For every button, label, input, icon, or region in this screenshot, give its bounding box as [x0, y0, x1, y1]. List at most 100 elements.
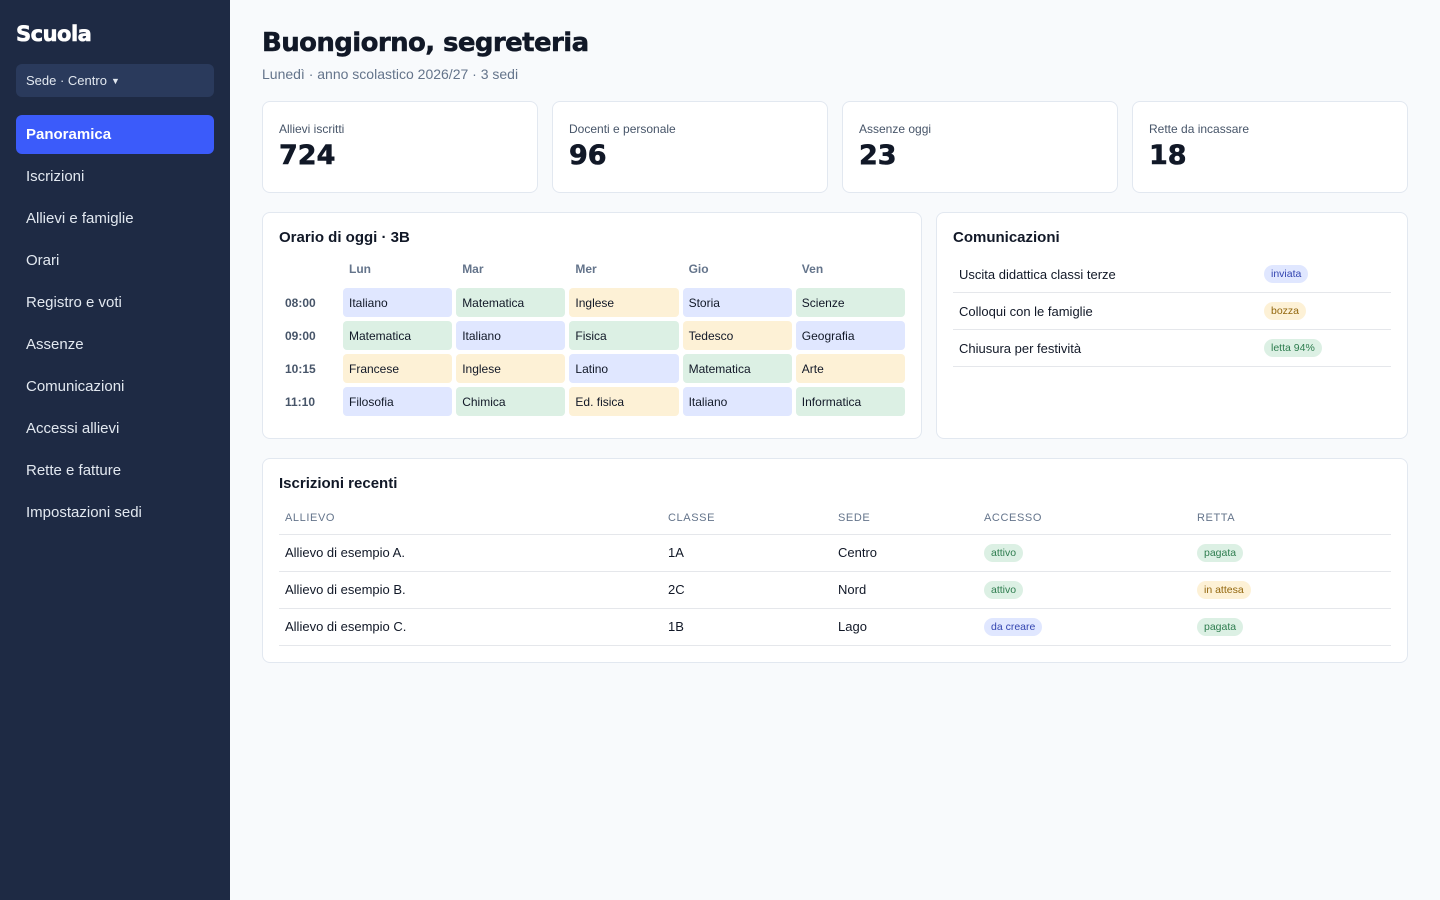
site-select-label: Sede · Centro: [26, 73, 107, 88]
sidebar-item-registro-voti[interactable]: Registro e voti: [16, 283, 214, 322]
schedule-time: 08:00: [285, 295, 316, 310]
stat-card: Allievi iscritti 724: [262, 101, 538, 193]
access-cell: attivo: [978, 534, 1191, 572]
sidebar-item-impostazioni-sedi[interactable]: Impostazioni sedi: [16, 493, 214, 532]
stat-value: 23: [859, 140, 897, 172]
page-subtitle: Lunedì · anno scolastico 2026/27 · 3 sed…: [262, 66, 519, 82]
enrollments-card: Iscrizioni recenti ALLIEVO CLASSE SEDE ACCE…: [262, 458, 1408, 663]
schedule-cell[interactable]: Arte: [795, 354, 905, 383]
sidebar-nav: Panoramica Iscrizioni Allievi e famiglie…: [16, 115, 214, 532]
status-badge: inviata: [1264, 265, 1309, 283]
stat-label: Assenze oggi: [859, 122, 932, 136]
access-cell: da creare: [978, 608, 1191, 646]
communication-item[interactable]: Uscita didattica classi terze inviata: [953, 256, 1391, 293]
schedule-cell[interactable]: Tedesco: [682, 321, 792, 350]
sidebar-item-label: Registro e voti: [26, 294, 122, 311]
app-logo: Scuola: [16, 22, 92, 47]
stat-card: Rette da incassare 18: [1132, 101, 1408, 193]
stat-value: 18: [1149, 140, 1187, 172]
sidebar-item-panoramica[interactable]: Panoramica: [16, 115, 214, 154]
schedule-corner: [279, 262, 339, 284]
fee-cell: pagata: [1191, 534, 1391, 572]
communication-item[interactable]: Chiusura per festività letta 94%: [953, 330, 1391, 367]
access-cell: attivo: [978, 571, 1191, 609]
schedule-cell[interactable]: Geografia: [795, 321, 905, 350]
schedule-day-header: Mar: [462, 262, 484, 276]
column-header: ALLIEVO: [279, 502, 662, 535]
sidebar-item-rette-fatture[interactable]: Rette e fatture: [16, 451, 214, 490]
schedule-time: 10:15: [285, 361, 316, 376]
column-header: SEDE: [832, 502, 978, 535]
schedule-cell[interactable]: Latino: [569, 354, 679, 383]
enrollments-table: ALLIEVO CLASSE SEDE ACCESSO RETTA Allievo di…: [279, 502, 1391, 646]
schedule-cell[interactable]: Inglese: [569, 288, 679, 317]
schedule-cell[interactable]: Scienze: [795, 288, 905, 317]
stat-label: Docenti e personale: [569, 122, 676, 136]
schedule-day-header: Mer: [575, 262, 597, 276]
column-header: RETTA: [1191, 502, 1391, 535]
status-badge: letta 94%: [1264, 339, 1322, 357]
table-header-row: ALLIEVO CLASSE SEDE ACCESSO RETTA: [279, 502, 1391, 535]
schedule-card: Orario di oggi · 3B Lun Mar Mer Gio Ven 08:00…: [262, 212, 922, 439]
stat-value: 724: [279, 140, 336, 172]
sidebar-item-label: Panoramica: [26, 126, 112, 143]
class-cell: 1B: [662, 608, 832, 646]
schedule-time: 09:00: [285, 328, 316, 343]
main-content: Buongiorno, segreteria Lunedì · anno sco…: [230, 0, 1440, 900]
sidebar-item-accessi-allievi[interactable]: Accessi allievi: [16, 409, 214, 448]
stat-label: Rette da incassare: [1149, 122, 1250, 136]
schedule-cell[interactable]: Chimica: [456, 387, 566, 416]
schedule-cell[interactable]: Matematica: [343, 321, 453, 350]
schedule-time: 11:10: [285, 394, 316, 409]
table-row[interactable]: Allievo di esempio C. 1B Lago da creare paga…: [279, 608, 1391, 646]
schedule-cell[interactable]: Fisica: [569, 321, 679, 350]
schedule-cell[interactable]: Francese: [343, 354, 453, 383]
communication-title: Uscita didattica classi terze: [959, 266, 1116, 282]
site-select[interactable]: Sede · Centro ▼: [16, 64, 214, 97]
communication-item[interactable]: Colloqui con le famiglie bozza: [953, 293, 1391, 330]
sidebar-item-label: Impostazioni sedi: [26, 504, 142, 521]
column-header: ACCESSO: [978, 502, 1191, 535]
sidebar-item-label: Assenze: [26, 336, 84, 353]
sidebar-item-iscrizioni[interactable]: Iscrizioni: [16, 157, 214, 196]
schedule-cell[interactable]: Italiano: [456, 321, 566, 350]
sidebar-item-orari[interactable]: Orari: [16, 241, 214, 280]
sidebar-item-label: Iscrizioni: [26, 168, 85, 185]
sidebar: Scuola Sede · Centro ▼ Panoramica Iscriz…: [0, 0, 230, 900]
chevron-down-icon: ▼: [110, 75, 120, 86]
schedule-day-header: Ven: [801, 262, 824, 276]
schedule-cell[interactable]: Filosofia: [343, 387, 453, 416]
schedule-cell[interactable]: Informatica: [795, 387, 905, 416]
student-name: Allievo di esempio A.: [279, 534, 662, 572]
fee-badge: pagata: [1197, 543, 1244, 562]
communications-title: Comunicazioni: [953, 229, 1060, 246]
schedule-cell[interactable]: Storia: [682, 288, 792, 317]
schedule-cell[interactable]: Italiano: [343, 288, 453, 317]
site-cell: Lago: [832, 608, 978, 646]
schedule-cell[interactable]: Inglese: [456, 354, 566, 383]
access-badge: da creare: [984, 617, 1043, 636]
sidebar-item-assenze[interactable]: Assenze: [16, 325, 214, 364]
stats-row: Allievi iscritti 724 Docenti e personale…: [262, 101, 1408, 193]
table-row[interactable]: Allievo di esempio A. 1A Centro attivo pagat…: [279, 534, 1391, 572]
table-row[interactable]: Allievo di esempio B. 2C Nord attivo in atte…: [279, 571, 1391, 609]
fee-badge: pagata: [1197, 617, 1244, 636]
table-body: Allievo di esempio A. 1A Centro attivo pagat…: [279, 534, 1391, 646]
access-badge: attivo: [984, 580, 1024, 599]
column-header: CLASSE: [662, 502, 832, 535]
access-badge: attivo: [984, 543, 1024, 562]
sidebar-item-label: Comunicazioni: [26, 378, 125, 395]
fee-badge: in attesa: [1197, 580, 1251, 599]
schedule-cell[interactable]: Matematica: [456, 288, 566, 317]
communication-title: Colloqui con le famiglie: [959, 303, 1093, 319]
schedule-day-header: Gio: [688, 262, 709, 276]
student-name: Allievo di esempio B.: [279, 571, 662, 609]
student-name: Allievo di esempio C.: [279, 608, 662, 646]
sidebar-item-allievi-famiglie[interactable]: Allievi e famiglie: [16, 199, 214, 238]
schedule-day-header: Lun: [349, 262, 371, 276]
sidebar-item-label: Orari: [26, 252, 60, 269]
sidebar-item-comunicazioni[interactable]: Comunicazioni: [16, 367, 214, 406]
schedule-cell[interactable]: Matematica: [682, 354, 792, 383]
schedule-cell[interactable]: Ed. fisica: [569, 387, 679, 416]
schedule-cell[interactable]: Italiano: [682, 387, 792, 416]
